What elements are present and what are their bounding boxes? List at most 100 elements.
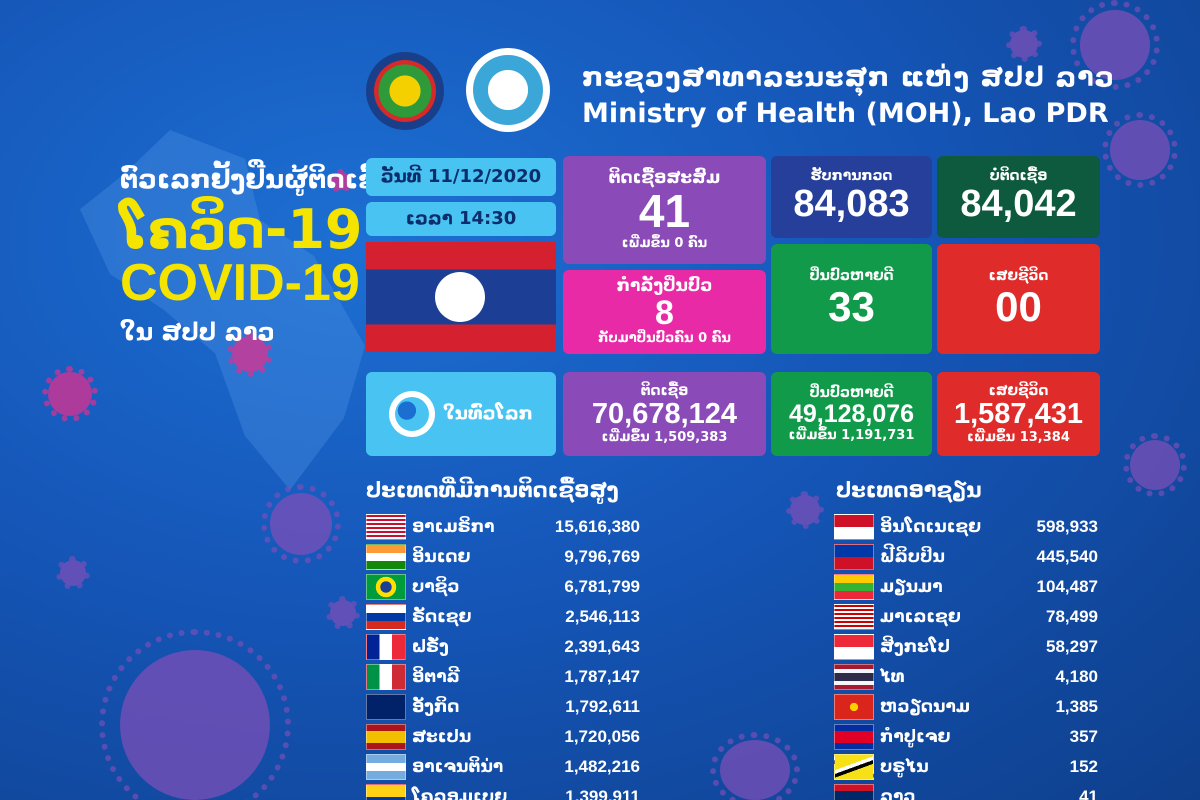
top-country-value: 2,391,643	[564, 637, 640, 656]
top-row: ຣັດເຊຍ 2,546,113	[366, 602, 640, 632]
top-row: ອັງກິດ 1,792,611	[366, 692, 640, 722]
asean-row: ລາວ 41	[834, 782, 1098, 800]
asean-row: ຟີລິບປິນ 445,540	[834, 542, 1098, 572]
flag-icon-br	[366, 574, 406, 600]
flag-icon-kh	[834, 724, 874, 750]
asean-country-value: 598,933	[1036, 517, 1098, 536]
recovered-box: ປິ່ນປົວຫາຍດີ 33	[771, 244, 932, 354]
top-country-value: 1,482,216	[564, 757, 640, 776]
world-infected-note: ເພີ່ມຂຶ້ນ 1,509,383	[601, 429, 728, 445]
world-recovered-label: ປິ່ນປົວຫາຍດີ	[809, 384, 894, 401]
asean-country-value: 1,385	[1055, 697, 1098, 716]
time-label: ເວລາ 14:30	[405, 208, 517, 230]
asean-row: ສິງກະໂປ 58,297	[834, 632, 1098, 662]
tested-label: ຮັບການກວດ	[810, 168, 893, 185]
top-row: ອາເຈນຕິນ່າ 1,482,216	[366, 752, 640, 782]
cumulative-note: ເພີ່ມຂຶ້ນ 0 ຄົນ	[621, 235, 708, 251]
asean-country-value: 4,180	[1055, 667, 1098, 686]
asean-country-name: ຟີລິບປິນ	[880, 547, 945, 567]
asean-country-value: 152	[1069, 757, 1098, 776]
flag-icon-th	[834, 664, 874, 690]
covid-title-lao: ໂຄວິດ-19	[120, 198, 363, 261]
date-box: ວັນທີ 11/12/2020	[366, 158, 556, 196]
top-country-value: 1,787,147	[564, 667, 640, 686]
flag-icon-bn	[834, 754, 874, 780]
flag-icon-mm	[834, 574, 874, 600]
top-row: ອິນເດຍ 9,796,769	[366, 542, 640, 572]
flag-icon-it	[366, 664, 406, 690]
top-row: ຝຣັ່ງ 2,391,643	[366, 632, 640, 662]
asean-country-name: ມຽນມາ	[880, 577, 943, 597]
flag-icon-ru	[366, 604, 406, 630]
top-country-name: ອາເຈນຕິນ່າ	[412, 757, 504, 777]
flag-icon-sg	[834, 634, 874, 660]
flag-icon-id	[834, 514, 874, 540]
treating-label: ກຳລັງປິ່ນປົວ	[616, 276, 713, 297]
top-country-name: ບາຊິວ	[412, 577, 460, 597]
deaths-label: ເສຍຊີວິດ	[988, 268, 1049, 285]
top-country-name: ໂຄລອມເບຍ	[412, 787, 508, 800]
top-row: ໂຄລອມເບຍ 1,399,911	[366, 782, 640, 800]
flag-icon-us	[366, 514, 406, 540]
confirmed-cases-subtitle: ຕົວເລກຢັ້ງຢືນຜູ້ຕິດເຊື້ອ	[120, 165, 397, 195]
virus-decoration	[226, 330, 274, 378]
top-country-value: 6,781,799	[564, 577, 640, 596]
asean-row: ກຳປູເຈຍ 357	[834, 722, 1098, 752]
cumulative-cases-box: ຕິດເຊື້ອສະສົມ 41 ເພີ່ມຂຶ້ນ 0 ຄົນ	[563, 156, 766, 264]
top-country-value: 2,546,113	[565, 607, 640, 626]
date-label: ວັນທີ 11/12/2020	[380, 166, 542, 188]
asean-row: ອິນໂດເນເຊຍ 598,933	[834, 512, 1098, 542]
recovered-label: ປິ່ນປົວຫາຍດີ	[809, 268, 894, 285]
virus-decoration	[1006, 26, 1042, 62]
top-country-name: ສະເປນ	[412, 727, 472, 747]
asean-country-name: ມາເລເຊຍ	[880, 607, 961, 627]
asean-country-value: 357	[1069, 727, 1098, 746]
top-country-name: ຣັດເຊຍ	[412, 607, 472, 627]
flag-icon-vn	[834, 694, 874, 720]
asean-country-value: 104,487	[1036, 577, 1098, 596]
time-box: ເວລາ 14:30	[366, 202, 556, 236]
virus-decoration	[261, 484, 341, 564]
flag-icon-co	[366, 784, 406, 800]
virus-decoration	[1123, 433, 1187, 497]
treating-note: ກັບມາປິ່ນປົວຄົນ 0 ຄົນ	[598, 331, 731, 347]
world-recovered-box: ປິ່ນປົວຫາຍດີ 49,128,076 ເພີ່ມຂຶ້ນ 1,191,…	[771, 372, 932, 456]
virus-decoration	[41, 365, 99, 423]
world-deaths-note: ເພີ່ມຂຶ້ນ 13,384	[967, 429, 1070, 445]
virus-decoration	[785, 490, 825, 530]
negative-label: ບໍ່ຕິດເຊື້ອ	[989, 168, 1048, 185]
asean-country-value: 41	[1079, 787, 1098, 800]
world-infected-box: ຕິດເຊື້ອ 70,678,124 ເພີ່ມຂຶ້ນ 1,509,383	[563, 372, 766, 456]
coeh-logo	[466, 48, 550, 132]
flag-icon-fr	[366, 634, 406, 660]
ministry-title-lao: ກະຊວງສາທາລະນະສຸກ ແຫ່ງ ສປປ ລາວ	[582, 62, 1115, 93]
top-country-name: ຝຣັ່ງ	[412, 637, 449, 657]
lao-flag	[366, 242, 556, 352]
world-deaths-value: 1,587,431	[953, 398, 1083, 431]
asean-title: ປະເທດອາຊຽນ	[836, 478, 982, 502]
asean-country-name: ລາວ	[880, 787, 916, 800]
virus-decoration	[56, 556, 90, 590]
under-treatment-box: ກຳລັງປິ່ນປົວ 8 ກັບມາປິ່ນປົວຄົນ 0 ຄົນ	[563, 270, 766, 354]
flag-icon-ar	[366, 754, 406, 780]
tested-value: 84,083	[793, 182, 910, 225]
asean-row: ມຽນມາ 104,487	[834, 572, 1098, 602]
asean-country-name: ກຳປູເຈຍ	[880, 727, 951, 747]
covid-title-en: COVID-19	[120, 254, 360, 312]
world-deaths-box: ເສຍຊີວິດ 1,587,431 ເພີ່ມຂຶ້ນ 13,384	[937, 372, 1100, 456]
asean-row: ຫວຽດນາມ 1,385	[834, 692, 1098, 722]
flag-icon-gb	[366, 694, 406, 720]
asean-country-name: ອິນໂດເນເຊຍ	[880, 517, 982, 537]
top-row: ບາຊິວ 6,781,799	[366, 572, 640, 602]
top-country-value: 1,792,611	[565, 697, 640, 716]
flag-icon-es	[366, 724, 406, 750]
deaths-value: 00	[995, 282, 1042, 330]
top-country-name: ອາເມຣິກາ	[412, 517, 495, 537]
cumulative-value: 41	[638, 185, 691, 238]
asean-country-name: ສິງກະໂປ	[880, 637, 950, 657]
top-country-name: ອິຕາລີ	[412, 667, 460, 687]
asean-row: ໄທ 4,180	[834, 662, 1098, 692]
flag-icon-in	[366, 544, 406, 570]
asean-country-name: ໄທ	[880, 667, 905, 687]
top-row: ອິຕາລີ 1,787,147	[366, 662, 640, 692]
